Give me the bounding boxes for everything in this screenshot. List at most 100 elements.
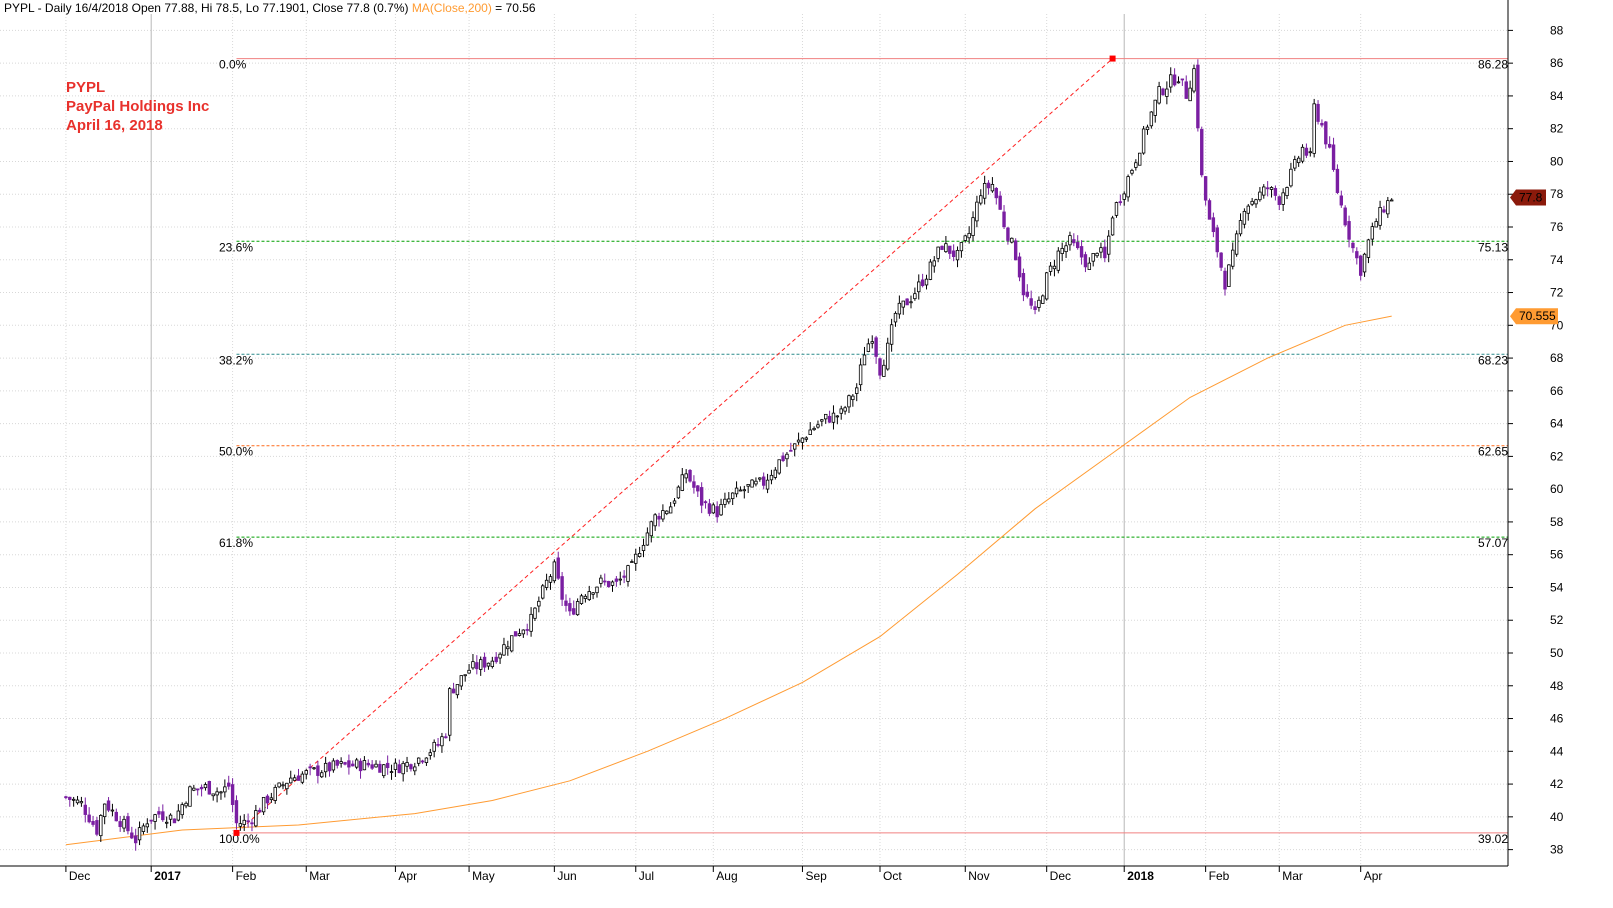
candle-body xyxy=(692,481,696,488)
candle-body xyxy=(83,804,87,815)
candle-body xyxy=(1374,221,1378,228)
x-tick-label: May xyxy=(472,869,495,883)
candle-body xyxy=(106,800,111,811)
candle-body xyxy=(424,757,429,763)
fib-anchor-end xyxy=(1109,55,1116,62)
candle-body xyxy=(1296,157,1301,164)
candle-body xyxy=(862,354,867,366)
candle-body xyxy=(1130,169,1134,174)
candle-body xyxy=(645,532,650,546)
candle-body xyxy=(211,793,215,797)
candle-body xyxy=(529,613,533,632)
candle-body xyxy=(711,504,715,514)
candle-body xyxy=(273,786,277,801)
candle-body xyxy=(385,762,390,769)
candle-body xyxy=(1095,252,1099,257)
candle-body xyxy=(1335,168,1340,193)
candle-body xyxy=(215,791,219,796)
candle-body xyxy=(1378,207,1382,226)
candle-body xyxy=(1203,176,1208,201)
x-tick-label: Dec xyxy=(69,869,90,883)
candle-body xyxy=(87,814,91,823)
fib-value-label: 75.13 xyxy=(1478,240,1508,254)
candle-body xyxy=(734,487,739,495)
candle-body xyxy=(451,688,456,694)
candle-body xyxy=(564,600,568,606)
candle-body xyxy=(680,474,684,491)
last-close-tag-text: 77.8 xyxy=(1519,191,1543,205)
candle-body xyxy=(153,814,157,822)
x-tick-label: Mar xyxy=(309,869,330,883)
candle-body xyxy=(1176,81,1181,84)
candle-body xyxy=(300,773,305,783)
candle-body xyxy=(331,760,336,771)
fib-trend-line xyxy=(236,58,1113,834)
candle-body xyxy=(1153,99,1157,116)
header-prefix: PYPL - Daily 16/4/2018 Open 77.88, Hi 78… xyxy=(4,1,412,15)
y-tick-label: 88 xyxy=(1550,23,1564,37)
candle-body xyxy=(1041,295,1045,304)
candle-body xyxy=(1110,217,1115,236)
candle-body xyxy=(327,762,332,772)
candle-body xyxy=(1033,306,1037,310)
candle-body xyxy=(168,814,173,820)
candle-body xyxy=(963,235,967,241)
candle-body xyxy=(517,633,522,636)
x-tick-label: Mar xyxy=(1282,869,1303,883)
candle-body xyxy=(769,474,774,481)
candle-body xyxy=(696,485,700,492)
candle-body xyxy=(316,765,320,776)
candle-body xyxy=(1362,253,1367,273)
candle-body xyxy=(269,797,274,801)
candle-body xyxy=(634,553,638,564)
candle-body xyxy=(1138,152,1142,166)
candle-body xyxy=(1172,74,1177,86)
candle-body xyxy=(130,832,134,839)
candle-body xyxy=(1223,270,1227,290)
candle-body xyxy=(1048,265,1053,272)
x-tick-label: 2018 xyxy=(1127,869,1154,883)
y-tick-label: 44 xyxy=(1550,744,1564,758)
candle-body xyxy=(238,823,243,827)
candle-body xyxy=(1145,126,1150,131)
candle-body xyxy=(308,766,312,769)
candle-body xyxy=(64,796,68,799)
candle-body xyxy=(1300,146,1305,162)
candle-body xyxy=(684,473,688,479)
y-tick-label: 84 xyxy=(1550,89,1564,103)
candle-body xyxy=(917,281,921,293)
fib-ratio-label: 100.0% xyxy=(219,832,260,846)
candle-body xyxy=(905,298,909,306)
candle-body xyxy=(1169,74,1173,88)
candle-body xyxy=(1091,253,1095,262)
candle-body xyxy=(765,479,770,490)
candle-body xyxy=(1304,147,1309,156)
candlestick-series xyxy=(64,59,1394,851)
candle-body xyxy=(750,479,754,488)
candle-body xyxy=(455,684,460,696)
fib-value-label: 39.02 xyxy=(1478,832,1508,846)
y-tick-label: 56 xyxy=(1550,548,1564,562)
candle-body xyxy=(909,301,913,304)
candle-body xyxy=(812,427,816,431)
candle-body xyxy=(494,656,498,663)
candle-body xyxy=(397,764,401,774)
candle-body xyxy=(347,760,351,768)
candle-body xyxy=(944,243,948,253)
candle-body xyxy=(126,816,130,832)
candle-body xyxy=(490,660,495,667)
candle-body xyxy=(789,449,793,452)
candle-body xyxy=(502,644,506,656)
candle-body xyxy=(1234,233,1239,255)
candle-body xyxy=(137,827,142,841)
candle-body xyxy=(575,601,580,616)
candle-body xyxy=(459,675,464,687)
candle-body xyxy=(75,799,80,804)
candle-body xyxy=(913,293,917,300)
candle-body xyxy=(444,736,448,739)
fib-anchor-start xyxy=(233,829,240,836)
ma-value-tag-text: 70.555 xyxy=(1519,309,1556,323)
candle-body xyxy=(1013,240,1018,261)
x-tick-label: Sep xyxy=(805,869,827,883)
candle-body xyxy=(172,818,177,824)
